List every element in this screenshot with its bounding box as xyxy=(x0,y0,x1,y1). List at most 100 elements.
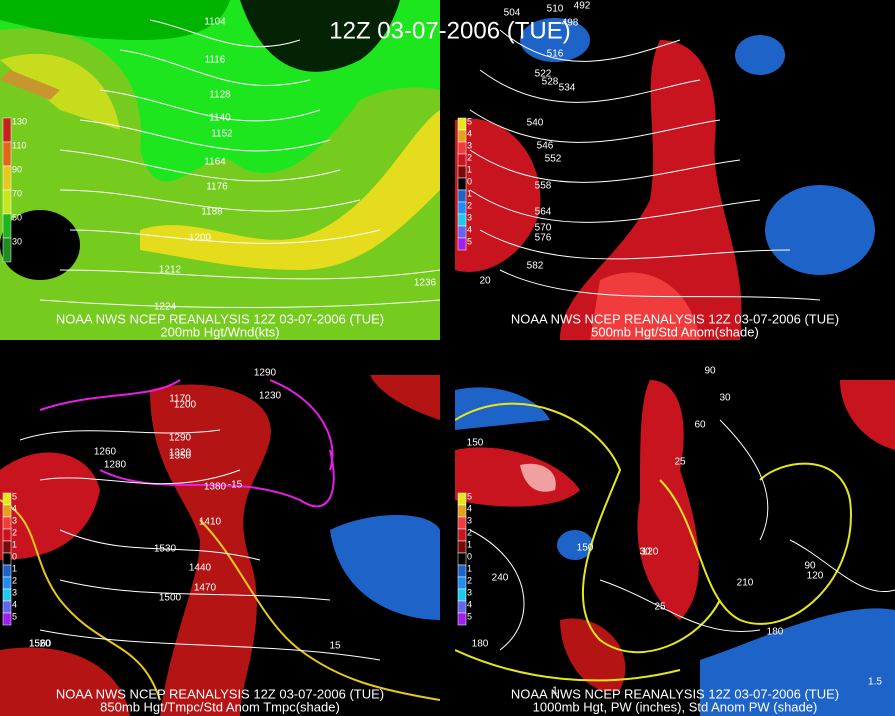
contour-label: 516 xyxy=(547,49,564,60)
contour-label: 1290 xyxy=(169,433,192,444)
legend-label: 110 xyxy=(12,140,26,150)
legend-swatch xyxy=(457,189,467,203)
legend-label: 50 xyxy=(12,212,22,222)
legend-swatch xyxy=(457,237,467,251)
panel-caption: 850mb Hgt/Tmpc/Std Anom Tmpc(shade) xyxy=(100,699,340,714)
contour-label: 1116 xyxy=(205,55,226,66)
legend-label: 2 xyxy=(467,575,472,585)
legend-label: 90 xyxy=(12,164,22,174)
legend-swatch xyxy=(457,600,467,614)
legend-swatch xyxy=(457,225,467,239)
contour-label: 210 xyxy=(737,578,754,589)
legend-label: 2 xyxy=(467,527,472,537)
legend-label: 5 xyxy=(12,611,17,621)
contour-label: 150 xyxy=(467,438,484,449)
contour-label: 1152 xyxy=(211,129,233,140)
legend-swatch xyxy=(2,528,12,542)
legend-label: 0 xyxy=(12,551,17,561)
contour-label: 1170 xyxy=(169,394,191,405)
legend-label: 4 xyxy=(467,503,472,513)
contour-label: 30 xyxy=(639,547,651,558)
legend-swatch xyxy=(457,552,467,566)
contour-label: 20 xyxy=(39,639,51,650)
legend-swatch xyxy=(2,165,12,191)
panel-caption: NOAA NWS NCEP REANALYSIS 12Z 03-07-2006 … xyxy=(56,686,384,701)
contour-label: 1530 xyxy=(154,544,177,555)
legend-swatch xyxy=(457,129,467,143)
contour-label: 564 xyxy=(535,207,552,218)
panel-850mb xyxy=(0,375,440,716)
contour-label: 1470 xyxy=(194,583,217,594)
panel-caption: 500mb Hgt/Std Anom(shade) xyxy=(591,324,759,339)
legend-swatch xyxy=(2,612,12,626)
contour-label: 540 xyxy=(527,118,544,129)
contour-label: 510 xyxy=(547,4,564,15)
panel-200mb xyxy=(0,0,440,340)
legend-swatch xyxy=(2,564,12,578)
contour-label: 1290 xyxy=(254,368,277,379)
legend-swatch xyxy=(457,516,467,530)
legend-swatch xyxy=(457,165,467,179)
contour-label: 1320 xyxy=(169,448,192,459)
contour-label: 1212 xyxy=(159,265,182,276)
legend-swatch xyxy=(2,237,12,263)
legend-swatch xyxy=(457,153,467,167)
panel-500mb xyxy=(455,0,895,340)
legend-label: 30 xyxy=(12,236,22,246)
contour-label: 1560 xyxy=(29,639,52,650)
contour-label: 120 xyxy=(642,547,659,558)
legend-label: 130 xyxy=(12,116,27,126)
legend-label: 2 xyxy=(12,575,17,585)
legend-label: 5 xyxy=(467,491,472,501)
panel-caption: NOAA NWS NCEP REANALYSIS 12Z 03-07-2006 … xyxy=(56,311,384,326)
legend-label: 1 xyxy=(12,539,17,549)
legend-swatch xyxy=(457,117,467,131)
contour-label: 570 xyxy=(535,223,552,234)
contour-label: 15 xyxy=(329,641,341,652)
contour-label: 528 xyxy=(542,77,559,88)
legend-swatch xyxy=(2,540,12,554)
legend-label: 1 xyxy=(467,164,472,174)
legend-swatch xyxy=(457,201,467,215)
contour-label: 90 xyxy=(704,366,716,377)
legend-swatch xyxy=(457,588,467,602)
legend-label: 3 xyxy=(12,515,17,525)
legend-label: 4 xyxy=(467,128,472,138)
legend-swatch xyxy=(457,504,467,518)
contour-label: 576 xyxy=(535,233,552,244)
legend-label: 3 xyxy=(467,212,472,222)
contour-label: 582 xyxy=(527,261,544,272)
legend-label: 3 xyxy=(467,515,472,525)
contour-label: 552 xyxy=(545,154,562,165)
legend-label: 1 xyxy=(467,539,472,549)
contour-label: 492 xyxy=(574,1,591,12)
legend-label: 4 xyxy=(467,224,472,234)
contour-label: 1104 xyxy=(204,17,226,28)
legend-swatch xyxy=(457,213,467,227)
legend-swatch xyxy=(2,117,12,143)
legend-label: 0 xyxy=(467,176,472,186)
legend-label: 4 xyxy=(12,503,17,513)
contour-label: 558 xyxy=(535,181,552,192)
contour-label: 1260 xyxy=(94,447,117,458)
legend-label: 5 xyxy=(467,236,472,246)
legend-swatch xyxy=(457,141,467,155)
contour-label: 546 xyxy=(537,141,554,152)
contour-label: 504 xyxy=(504,8,521,19)
contour-label: 1224 xyxy=(154,302,177,313)
contour-label: 1236 xyxy=(414,278,437,289)
panel-caption: 200mb Hgt/Wnd(kts) xyxy=(160,324,279,339)
legend-label: 70 xyxy=(12,188,22,198)
contour-label: 180 xyxy=(767,627,784,638)
legend-label: 5 xyxy=(467,611,472,621)
contour-label: 1500 xyxy=(159,593,182,604)
contour-label: 1350 xyxy=(169,451,192,462)
legend-swatch xyxy=(457,612,467,626)
contour-label: 20 xyxy=(479,276,491,287)
legend-label: 2 xyxy=(12,527,17,537)
contour-label: 1380 xyxy=(204,482,227,493)
contour-label: 1230 xyxy=(259,391,282,402)
legend-label: 0 xyxy=(467,551,472,561)
legend-swatch xyxy=(2,516,12,530)
contour-label: 30 xyxy=(719,393,731,404)
